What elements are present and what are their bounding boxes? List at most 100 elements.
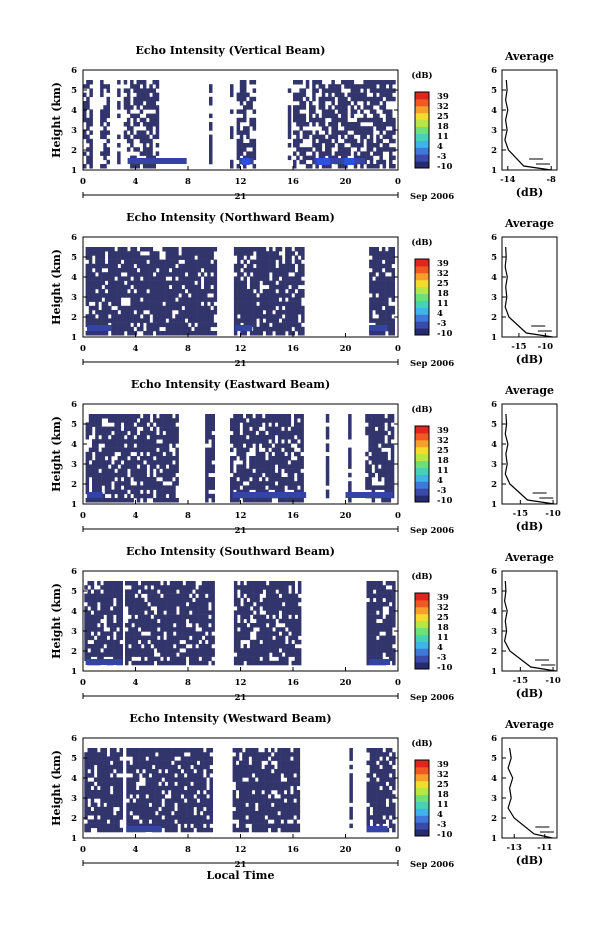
avg-title: Average bbox=[504, 217, 554, 230]
heatmap-cell bbox=[312, 117, 316, 123]
heatmap-cell bbox=[321, 122, 326, 127]
heatmap-cell bbox=[152, 276, 157, 281]
heatmap-cell bbox=[124, 489, 128, 495]
heatmap-cell bbox=[113, 777, 117, 782]
heatmap-cell bbox=[92, 422, 96, 427]
heatmap-cell bbox=[205, 426, 209, 432]
heatmap-cell bbox=[168, 247, 173, 252]
heatmap-cell bbox=[240, 593, 244, 599]
heatmap-cell bbox=[237, 318, 241, 323]
heatmap-cell bbox=[281, 644, 286, 649]
heatmap-cell bbox=[376, 164, 380, 169]
heatmap-cell bbox=[86, 80, 90, 85]
heatmap-cell bbox=[201, 648, 206, 653]
heatmap-cell bbox=[130, 314, 134, 319]
heatmap-cell bbox=[265, 652, 270, 657]
heatmap-cell bbox=[155, 126, 160, 131]
heatmap-cell bbox=[315, 130, 319, 135]
heatmap-cell bbox=[95, 435, 99, 440]
heatmap-cell bbox=[249, 585, 254, 590]
heatmap-cell bbox=[166, 648, 171, 653]
heatmap-cell bbox=[168, 297, 173, 302]
heatmap-cell bbox=[108, 472, 112, 478]
heatmap-cell bbox=[143, 430, 147, 436]
x-tick-label: 0 bbox=[80, 678, 86, 688]
heatmap-cell bbox=[104, 472, 109, 478]
heatmap-cell bbox=[300, 418, 304, 423]
heatmap-cell bbox=[363, 113, 367, 119]
heatmap-cell bbox=[165, 472, 170, 478]
heatmap-cell bbox=[390, 481, 395, 486]
heatmap-cell bbox=[376, 101, 380, 106]
heatmap-cell bbox=[382, 143, 387, 148]
heatmap-cell bbox=[365, 418, 369, 423]
panel-title: Echo Intensity (Northward Beam) bbox=[126, 211, 335, 224]
heatmap-cell bbox=[379, 130, 383, 135]
heatmap-cell bbox=[168, 255, 173, 260]
heatmap-cell bbox=[87, 644, 91, 649]
heatmap-cell bbox=[173, 606, 177, 611]
heatmap-cell bbox=[369, 130, 374, 135]
heatmap-cell bbox=[194, 326, 198, 332]
heatmap-cell bbox=[104, 468, 109, 474]
heatmap-cell bbox=[169, 439, 173, 444]
heatmap-cell bbox=[145, 781, 149, 787]
heatmap-cell bbox=[86, 101, 90, 106]
heatmap-cell bbox=[130, 414, 134, 419]
avg-y-tick-label: 6 bbox=[491, 66, 497, 76]
heatmap-cell bbox=[117, 159, 121, 165]
heatmap-cell bbox=[325, 443, 330, 448]
heatmap-cell bbox=[155, 769, 159, 774]
heatmap-cell bbox=[209, 134, 213, 140]
heatmap-cell bbox=[287, 447, 292, 453]
heatmap-cell bbox=[116, 585, 120, 590]
heatmap-cell bbox=[144, 618, 148, 624]
colorbar-tick-label: 18 bbox=[437, 289, 449, 299]
heatmap-cell bbox=[98, 322, 102, 328]
y-tick-label: 5 bbox=[71, 86, 77, 96]
heatmap-cell bbox=[297, 310, 302, 315]
heatmap-cell bbox=[97, 648, 101, 653]
heatmap-cell bbox=[293, 138, 297, 144]
heatmap-cell bbox=[106, 756, 111, 761]
heatmap-cell bbox=[140, 322, 144, 328]
heatmap-cell bbox=[85, 289, 90, 294]
heatmap-cell bbox=[89, 88, 93, 93]
heatmap-cell bbox=[127, 310, 131, 315]
heatmap-cell bbox=[233, 284, 238, 290]
heatmap-cell bbox=[252, 80, 257, 85]
heatmap-cell bbox=[136, 263, 141, 269]
heatmap-cell bbox=[240, 631, 244, 636]
heatmap-cell bbox=[108, 255, 112, 260]
heatmap-cell bbox=[87, 819, 91, 824]
heatmap-cell bbox=[162, 435, 167, 440]
heatmap-cell bbox=[133, 259, 138, 265]
heatmap-cell bbox=[184, 276, 189, 281]
heatmap-cell bbox=[189, 618, 193, 624]
heatmap-cell bbox=[285, 322, 289, 328]
heatmap-cell bbox=[388, 610, 393, 615]
heatmap-cell bbox=[388, 593, 393, 599]
heatmap-cell bbox=[101, 439, 106, 444]
heatmap-cell bbox=[125, 623, 129, 628]
heatmap-cell bbox=[258, 422, 263, 427]
heatmap-cell bbox=[387, 464, 392, 469]
heatmap-cell bbox=[192, 602, 196, 607]
avg-frame bbox=[501, 236, 558, 338]
heatmap-cell bbox=[90, 794, 95, 799]
heatmap-cell bbox=[95, 293, 99, 298]
x-tick-label: 12 bbox=[235, 678, 247, 688]
heatmap-cell bbox=[385, 109, 390, 114]
heatmap-cell bbox=[285, 593, 289, 599]
heatmap-cell bbox=[106, 777, 111, 782]
heatmap-cell bbox=[233, 585, 238, 590]
heatmap-cell bbox=[176, 648, 180, 653]
heatmap-cell bbox=[237, 610, 241, 615]
heatmap-cell bbox=[384, 472, 388, 478]
heatmap-cell bbox=[84, 606, 88, 611]
heatmap-cell bbox=[194, 314, 198, 319]
heatmap-cell bbox=[239, 138, 244, 144]
heatmap-cell bbox=[344, 80, 348, 85]
heatmap-cell bbox=[103, 785, 107, 791]
heatmap-cell bbox=[297, 627, 302, 632]
